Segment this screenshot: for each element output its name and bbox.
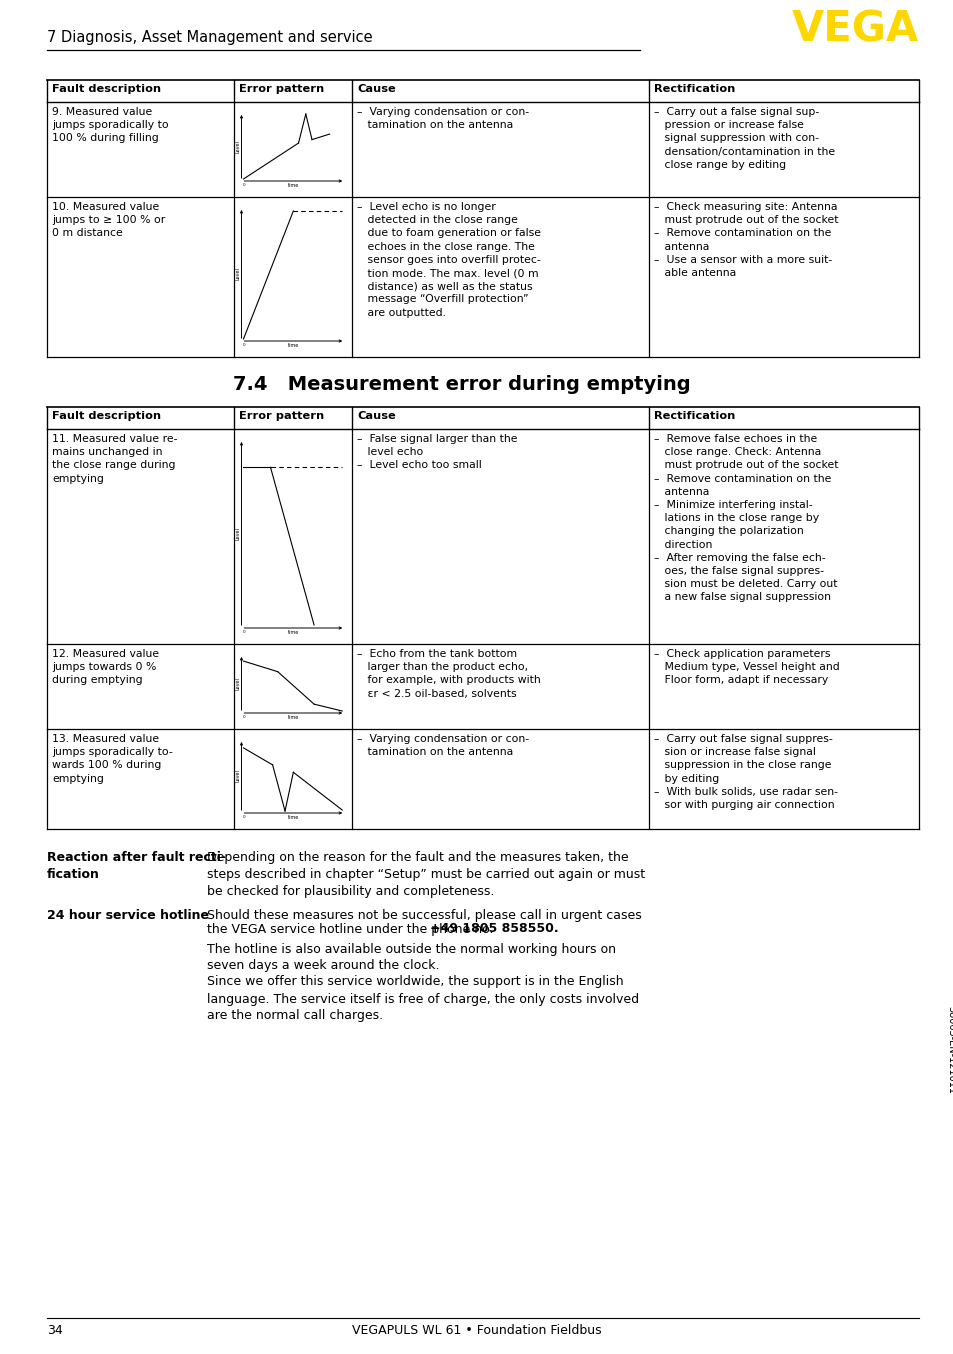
Text: Level: Level xyxy=(235,527,240,540)
Text: Fault description: Fault description xyxy=(52,84,161,93)
Text: Error pattern: Error pattern xyxy=(239,412,324,421)
Text: +49 1805 858550.: +49 1805 858550. xyxy=(429,922,558,936)
Text: Level: Level xyxy=(235,268,240,280)
Text: Fault description: Fault description xyxy=(52,412,161,421)
Text: Depending on the reason for the fault and the measures taken, the
steps describe: Depending on the reason for the fault an… xyxy=(207,852,644,898)
Text: time: time xyxy=(288,343,298,348)
Text: –  Level echo is no longer
   detected in the close range
   due to foam generat: – Level echo is no longer detected in th… xyxy=(356,202,540,318)
Text: –  Check application parameters
   Medium type, Vessel height and
   Floor form,: – Check application parameters Medium ty… xyxy=(653,649,839,685)
Text: 0: 0 xyxy=(242,183,245,187)
Text: 24 hour service hotline: 24 hour service hotline xyxy=(47,909,209,922)
Text: time: time xyxy=(288,815,298,821)
Text: 38063-EN-121011: 38063-EN-121011 xyxy=(945,1006,953,1094)
Text: –  Remove false echoes in the
   close range. Check: Antenna
   must protrude ou: – Remove false echoes in the close range… xyxy=(653,435,838,603)
Text: –  Carry out false signal suppres-
   sion or increase false signal
   suppressi: – Carry out false signal suppres- sion o… xyxy=(653,734,837,810)
Text: Reaction after fault recti-
fication: Reaction after fault recti- fication xyxy=(47,852,226,880)
Text: 12. Measured value
jumps towards 0 %
during emptying: 12. Measured value jumps towards 0 % dur… xyxy=(52,649,159,685)
Text: Rectification: Rectification xyxy=(653,84,734,93)
Text: –  Varying condensation or con-
   tamination on the antenna: – Varying condensation or con- taminatio… xyxy=(356,734,529,757)
Text: the VEGA service hotline under the phone no.: the VEGA service hotline under the phone… xyxy=(207,922,497,936)
Text: Level: Level xyxy=(235,677,240,691)
Text: –  False signal larger than the
   level echo
–  Level echo too small: – False signal larger than the level ech… xyxy=(356,435,517,470)
Text: time: time xyxy=(288,183,298,188)
Text: 11. Measured value re-
mains unchanged in
the close range during
emptying: 11. Measured value re- mains unchanged i… xyxy=(52,435,177,483)
Text: The hotline is also available outside the normal working hours on
seven days a w: The hotline is also available outside th… xyxy=(207,942,616,972)
Text: 0: 0 xyxy=(242,815,245,819)
Text: Error pattern: Error pattern xyxy=(239,84,324,93)
Text: Should these measures not be successful, please call in urgent cases: Should these measures not be successful,… xyxy=(207,909,641,922)
Text: 13. Measured value
jumps sporadically to-
wards 100 % during
emptying: 13. Measured value jumps sporadically to… xyxy=(52,734,172,784)
Text: 7 Diagnosis, Asset Management and service: 7 Diagnosis, Asset Management and servic… xyxy=(47,30,373,45)
Text: Cause: Cause xyxy=(356,84,395,93)
Text: 0: 0 xyxy=(242,630,245,634)
Text: Rectification: Rectification xyxy=(653,412,734,421)
Text: 10. Measured value
jumps to ≥ 100 % or
0 m distance: 10. Measured value jumps to ≥ 100 % or 0… xyxy=(52,202,165,238)
Text: Level: Level xyxy=(235,769,240,783)
Text: 9. Measured value
jumps sporadically to
100 % during filling: 9. Measured value jumps sporadically to … xyxy=(52,107,169,144)
Text: VEGAPULS WL 61 • Foundation Fieldbus: VEGAPULS WL 61 • Foundation Fieldbus xyxy=(352,1324,601,1336)
Text: 0: 0 xyxy=(242,715,245,719)
Text: Cause: Cause xyxy=(356,412,395,421)
Text: VEGA: VEGA xyxy=(791,8,918,50)
Text: 7.4   Measurement error during emptying: 7.4 Measurement error during emptying xyxy=(233,375,690,394)
Text: –  Carry out a false signal sup-
   pression or increase false
   signal suppres: – Carry out a false signal sup- pression… xyxy=(653,107,834,169)
Text: Level: Level xyxy=(235,139,240,153)
Text: –  Varying condensation or con-
   tamination on the antenna: – Varying condensation or con- taminatio… xyxy=(356,107,529,130)
Text: time: time xyxy=(288,630,298,635)
Text: –  Check measuring site: Antenna
   must protrude out of the socket
–  Remove co: – Check measuring site: Antenna must pro… xyxy=(653,202,838,278)
Text: 34: 34 xyxy=(47,1324,63,1336)
Text: 0: 0 xyxy=(242,343,245,347)
Text: –  Echo from the tank bottom
   larger than the product echo,
   for example, wi: – Echo from the tank bottom larger than … xyxy=(356,649,540,699)
Text: Since we offer this service worldwide, the support is in the English
language. T: Since we offer this service worldwide, t… xyxy=(207,975,639,1022)
Text: time: time xyxy=(288,715,298,720)
